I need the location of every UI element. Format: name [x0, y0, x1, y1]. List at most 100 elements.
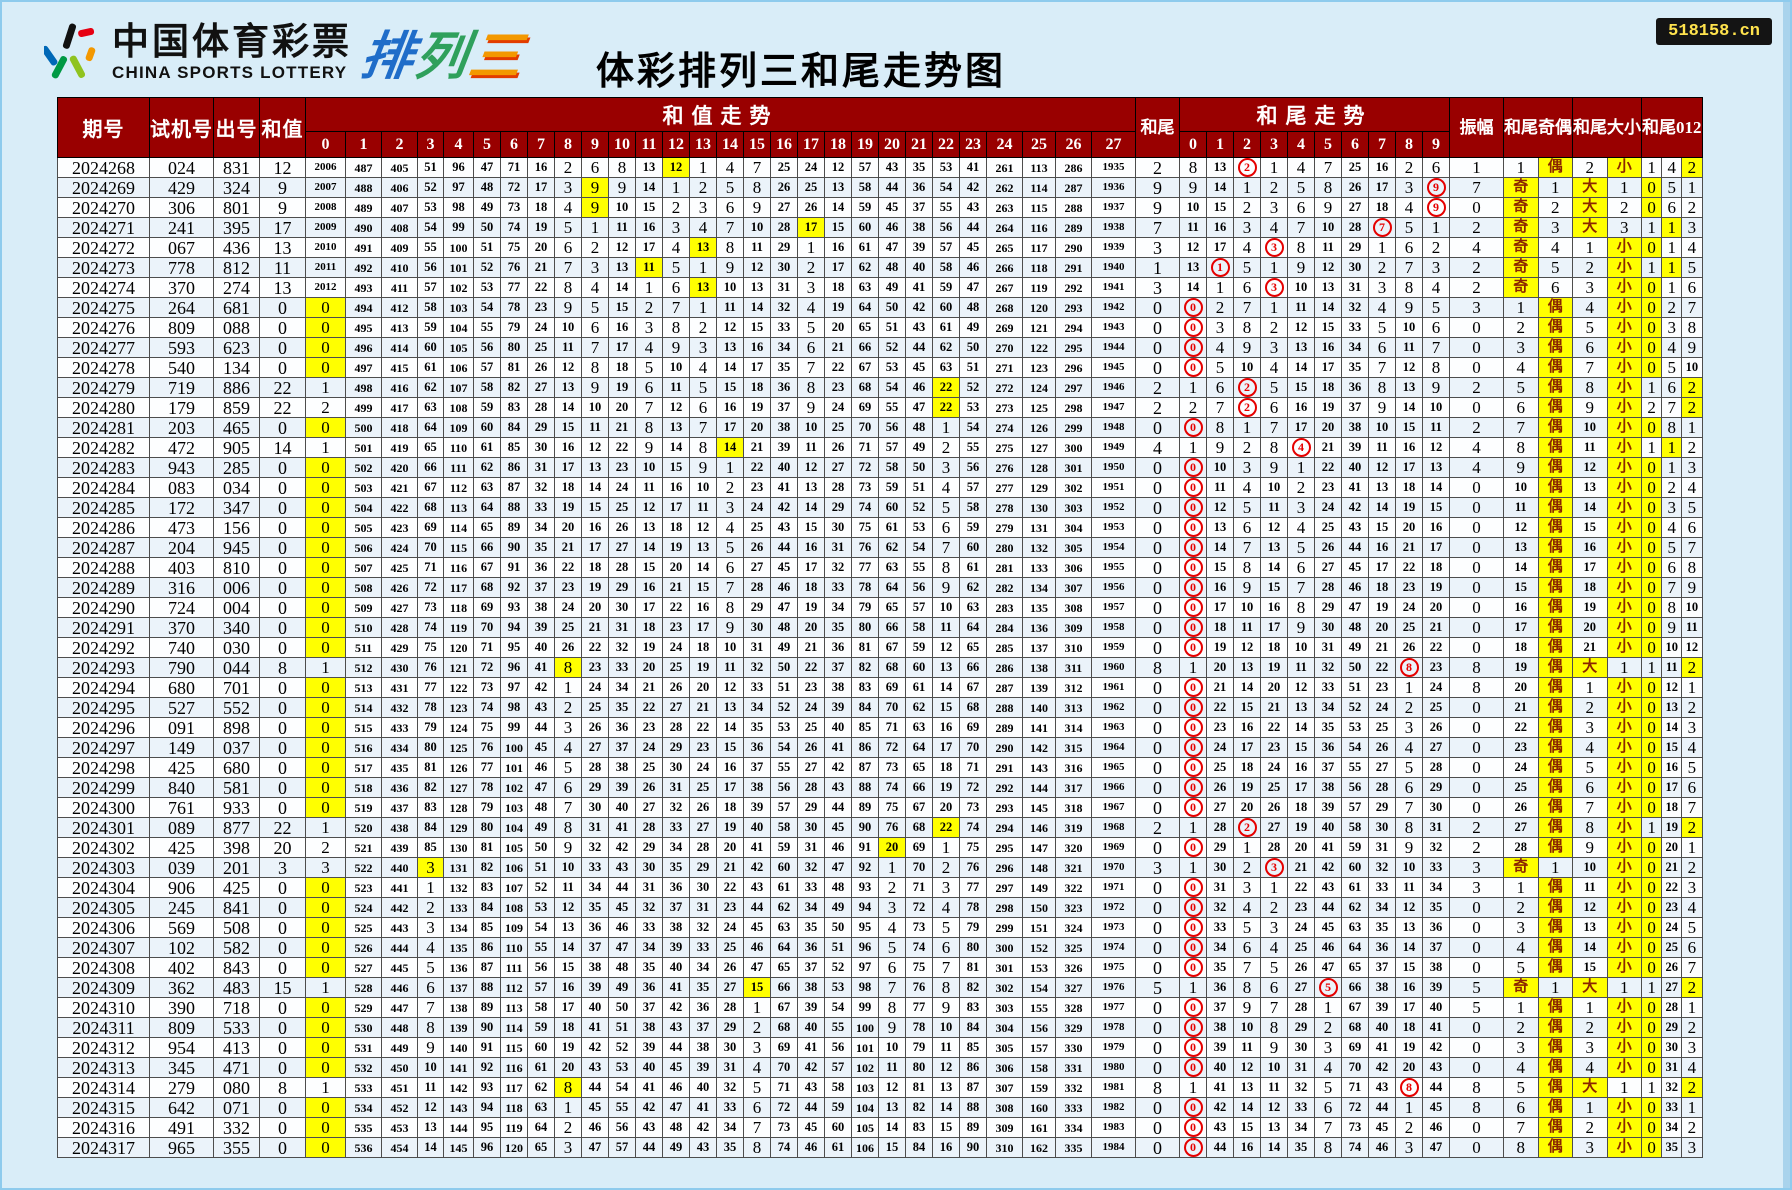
sum-trend-cell: 100	[443, 237, 474, 258]
period-cell: 2024277	[57, 337, 150, 358]
odd-even-cell: 偶	[1537, 457, 1573, 478]
sum-trend-cell: 73	[959, 797, 987, 818]
sum-trend-cell: 29	[716, 1017, 744, 1038]
sum-trend-cell: 14	[635, 537, 663, 558]
sum-trend-cell: 55	[770, 757, 798, 778]
sum-trend-cell: 52	[770, 697, 798, 718]
tail-trend-cell: 72	[1341, 1097, 1369, 1118]
tail-trend-cell: 14	[1422, 477, 1450, 498]
sum-trend-cell: 32	[662, 797, 690, 818]
sum-value-cell: 0	[259, 757, 306, 778]
sum-trend-cell: 63	[417, 397, 444, 418]
sum-trend-cell: 30	[797, 817, 825, 838]
period-cell: 2024317	[57, 1137, 150, 1158]
sum-trend-cell: 103	[443, 297, 474, 318]
draw-number-cell: 004	[213, 597, 260, 618]
sum-trend-cell: 52	[608, 1037, 636, 1058]
tail-col-1: 1	[1206, 131, 1234, 158]
z012-cell: 5	[1661, 537, 1683, 558]
sum-trend-cell: 22	[824, 357, 852, 378]
sum-trend-cell: 1	[689, 157, 717, 178]
sum-trend-cell: 1	[554, 1097, 582, 1118]
tail-trend-cell: 25	[1314, 517, 1342, 538]
sum-trend-cell: 19	[662, 537, 690, 558]
period-cell: 2024304	[57, 877, 150, 898]
sum-trend-cell: 13	[824, 177, 852, 198]
tail-trend-cell: 13	[1233, 657, 1261, 678]
col-header-big-small: 和尾大小	[1572, 97, 1642, 158]
amplitude-cell: 0	[1449, 517, 1504, 538]
sum-trend-cell: 0	[305, 477, 346, 498]
sum-trend-cell: 95	[500, 637, 528, 658]
sum-trend-cell: 161	[1022, 1117, 1056, 1138]
odd-even-cell: 偶	[1537, 337, 1573, 358]
sum-trend-cell: 27	[608, 537, 636, 558]
sum-trend-cell: 9	[716, 617, 744, 638]
tail-hit-circle: 2	[1237, 818, 1257, 837]
z012-cell: 0	[1640, 857, 1663, 878]
tail-trend-cell: 11	[1422, 417, 1450, 438]
big-small-cell: 4	[1572, 1057, 1608, 1078]
sum-trend-cell: 2	[554, 1117, 582, 1138]
sum-trend-cell: 1955	[1091, 557, 1136, 578]
tail-trend-cell: 46	[1341, 577, 1369, 598]
sum-trend-cell: 42	[905, 297, 933, 318]
sum-trend-cell: 3	[417, 857, 444, 878]
sum-trend-cell: 33	[716, 1097, 744, 1118]
sum-trend-cell: 17	[797, 557, 825, 578]
tail-trend-cell: 14	[1260, 557, 1288, 578]
period-cell: 2024294	[57, 677, 150, 698]
sum-trend-cell: 521	[345, 837, 382, 858]
sum-trend-cell: 1945	[1091, 357, 1136, 378]
tail-trend-cell: 65	[1341, 957, 1369, 978]
sum-trend-cell: 64	[905, 737, 933, 758]
amplitude-cell: 2	[1449, 277, 1504, 298]
z012-cell: 1	[1640, 817, 1663, 838]
sum-trend-cell: 9	[581, 377, 609, 398]
sum-trend-cell: 37	[689, 1017, 717, 1038]
tail-trend-cell: 8	[1206, 417, 1234, 438]
tail-trend-cell: 6	[1233, 277, 1261, 298]
tail-trend-cell: 19	[1314, 397, 1342, 418]
tail-trend-cell: 19	[1422, 577, 1450, 598]
odd-even-cell: 偶	[1537, 817, 1573, 838]
odd-even-cell: 偶	[1537, 1137, 1573, 1158]
tail-trend-cell: 7	[1233, 537, 1261, 558]
sum-trend-cell: 137	[1022, 637, 1056, 658]
sum-trend-cell: 38	[635, 1017, 663, 1038]
period-cell: 2024279	[57, 377, 150, 398]
tail-trend-hit-cell: 0	[1179, 1137, 1207, 1158]
tail-trend-cell: 48	[1341, 617, 1369, 638]
period-cell: 2024299	[57, 777, 150, 798]
sum-trend-cell: 76	[473, 737, 501, 758]
sum-trend-cell: 310	[986, 1137, 1023, 1158]
test-number-cell: 102	[149, 937, 214, 958]
big-small-cell: 11	[1572, 437, 1608, 458]
sum-trend-cell: 133	[443, 897, 474, 918]
tail-value-cell: 0	[1135, 517, 1180, 538]
sum-trend-cell: 42	[797, 1057, 825, 1078]
sum-trend-cell: 56	[905, 577, 933, 598]
sum-trend-cell: 26	[716, 957, 744, 978]
tail-value-cell: 0	[1135, 477, 1180, 498]
sum-trend-cell: 13	[716, 337, 744, 358]
big-small-cell: 1	[1572, 677, 1608, 698]
sum-trend-cell: 16	[932, 1137, 960, 1158]
tail-trend-cell: 6	[1260, 397, 1288, 418]
z012-cell: 13	[1661, 697, 1683, 718]
tail-trend-hit-cell: 0	[1179, 737, 1207, 758]
sum-trend-cell: 1	[878, 857, 906, 878]
sum-trend-cell: 309	[986, 1117, 1023, 1138]
sum-trend-cell: 40	[689, 1077, 717, 1098]
sum-trend-cell: 2011	[305, 257, 346, 278]
sum-trend-cell: 7	[743, 157, 771, 178]
sum-trend-cell: 0	[305, 757, 346, 778]
sum-trend-cell: 9	[716, 257, 744, 278]
tail-trend-cell: 34	[1287, 1117, 1315, 1138]
odd-even-cell: 偶	[1537, 737, 1573, 758]
sum-trend-cell: 15	[581, 497, 609, 518]
sum-trend-cell: 3	[554, 717, 582, 738]
sum-trend-cell: 18	[689, 637, 717, 658]
big-small-cell: 3	[1572, 277, 1608, 298]
sum-trend-cell: 54	[473, 297, 501, 318]
